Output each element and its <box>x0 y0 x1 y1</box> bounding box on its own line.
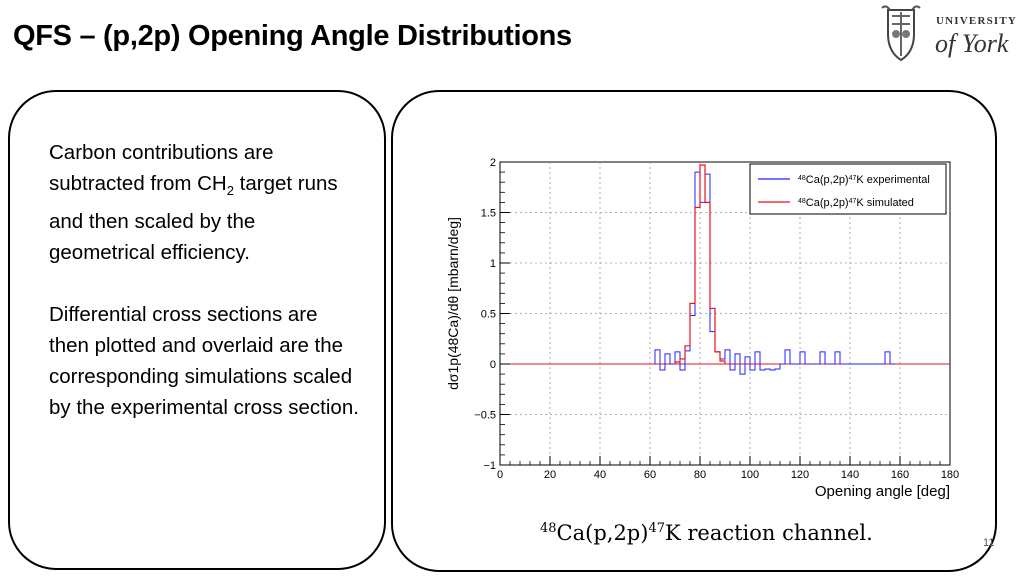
x-tick-label: 40 <box>594 469 606 481</box>
x-tick-label: 20 <box>544 469 556 481</box>
chart-panel <box>391 90 997 572</box>
x-tick-label: 100 <box>741 469 759 481</box>
caption-sup-47: 47 <box>648 521 665 536</box>
legend-label-text: Ca(p,2p) <box>806 174 849 186</box>
paragraph-carbon-end: target runs and then scaled by the geome… <box>49 172 338 265</box>
x-tick-label: 160 <box>891 469 909 481</box>
y-tick-label: 1 <box>490 258 496 270</box>
logo-university-text: UNIVERSITY <box>936 15 1017 27</box>
university-logo: UNIVERSITY of York <box>881 5 1017 62</box>
legend-label-text: K experimental <box>856 174 929 186</box>
slide-title: QFS – (p,2p) Opening Angle Distributions <box>13 20 572 52</box>
text-panel <box>8 90 386 570</box>
paragraph-cross-sections: Differential cross sections are then plo… <box>49 303 359 420</box>
subscript-2: 2 <box>226 183 234 199</box>
paragraph-carbon-start: Carbon contributions are subtracted from… <box>49 141 274 195</box>
legend-label-superscript: 48 <box>798 198 806 205</box>
logo-york-text: of York <box>935 29 1009 58</box>
paragraph-carbon: Carbon contributions are subtracted from… <box>49 137 359 268</box>
legend-box <box>749 163 947 215</box>
x-tick-label: 0 <box>497 469 503 481</box>
caption-part2: K reaction channel. <box>665 521 873 545</box>
crest-icon <box>881 5 921 62</box>
simulated-series-line <box>674 164 726 364</box>
y-tick-label: −1 <box>483 460 496 472</box>
legend-label-superscript: 47 <box>849 198 857 205</box>
x-tick-label: 120 <box>791 469 809 481</box>
x-axis-label: Opening angle [deg] <box>815 483 950 500</box>
y-axis-label: dσ1p(48Ca)/dθ [mbarn/deg] <box>445 217 461 390</box>
legend-label-superscript: 48 <box>798 175 806 182</box>
legend-label-superscript: 47 <box>849 175 857 182</box>
caption-sup-48: 48 <box>540 521 557 536</box>
x-tick-label: 80 <box>694 469 706 481</box>
y-tick-label: 0.5 <box>481 309 496 321</box>
legend-label: 48Ca(p,2p)47K simulated <box>798 197 914 209</box>
caption-part1: Ca(p,2p) <box>556 521 649 545</box>
y-tick-label: −0.5 <box>474 410 496 422</box>
y-tick-label: 0 <box>490 359 496 371</box>
x-tick-label: 140 <box>841 469 859 481</box>
y-tick-label: 1.5 <box>481 208 496 220</box>
x-tick-label: 180 <box>941 469 959 481</box>
legend-label-text: Ca(p,2p) <box>806 197 849 209</box>
x-tick-label: 60 <box>644 469 656 481</box>
opening-angle-chart: 0 20 40 60 80 100 120 140 160 180 −1 −0.5 0 0.5 1 1.5 2 O… <box>445 157 959 500</box>
chart-caption: 48Ca(p,2p)47K reaction channel. <box>540 521 873 545</box>
y-tick-label: 2 <box>490 157 496 169</box>
body-text: Carbon contributions are subtracted from… <box>49 137 359 454</box>
legend-label: 48Ca(p,2p)47K experimental <box>798 174 930 186</box>
legend-label-text: K simulated <box>856 197 913 209</box>
page-number: 11 <box>983 537 995 549</box>
